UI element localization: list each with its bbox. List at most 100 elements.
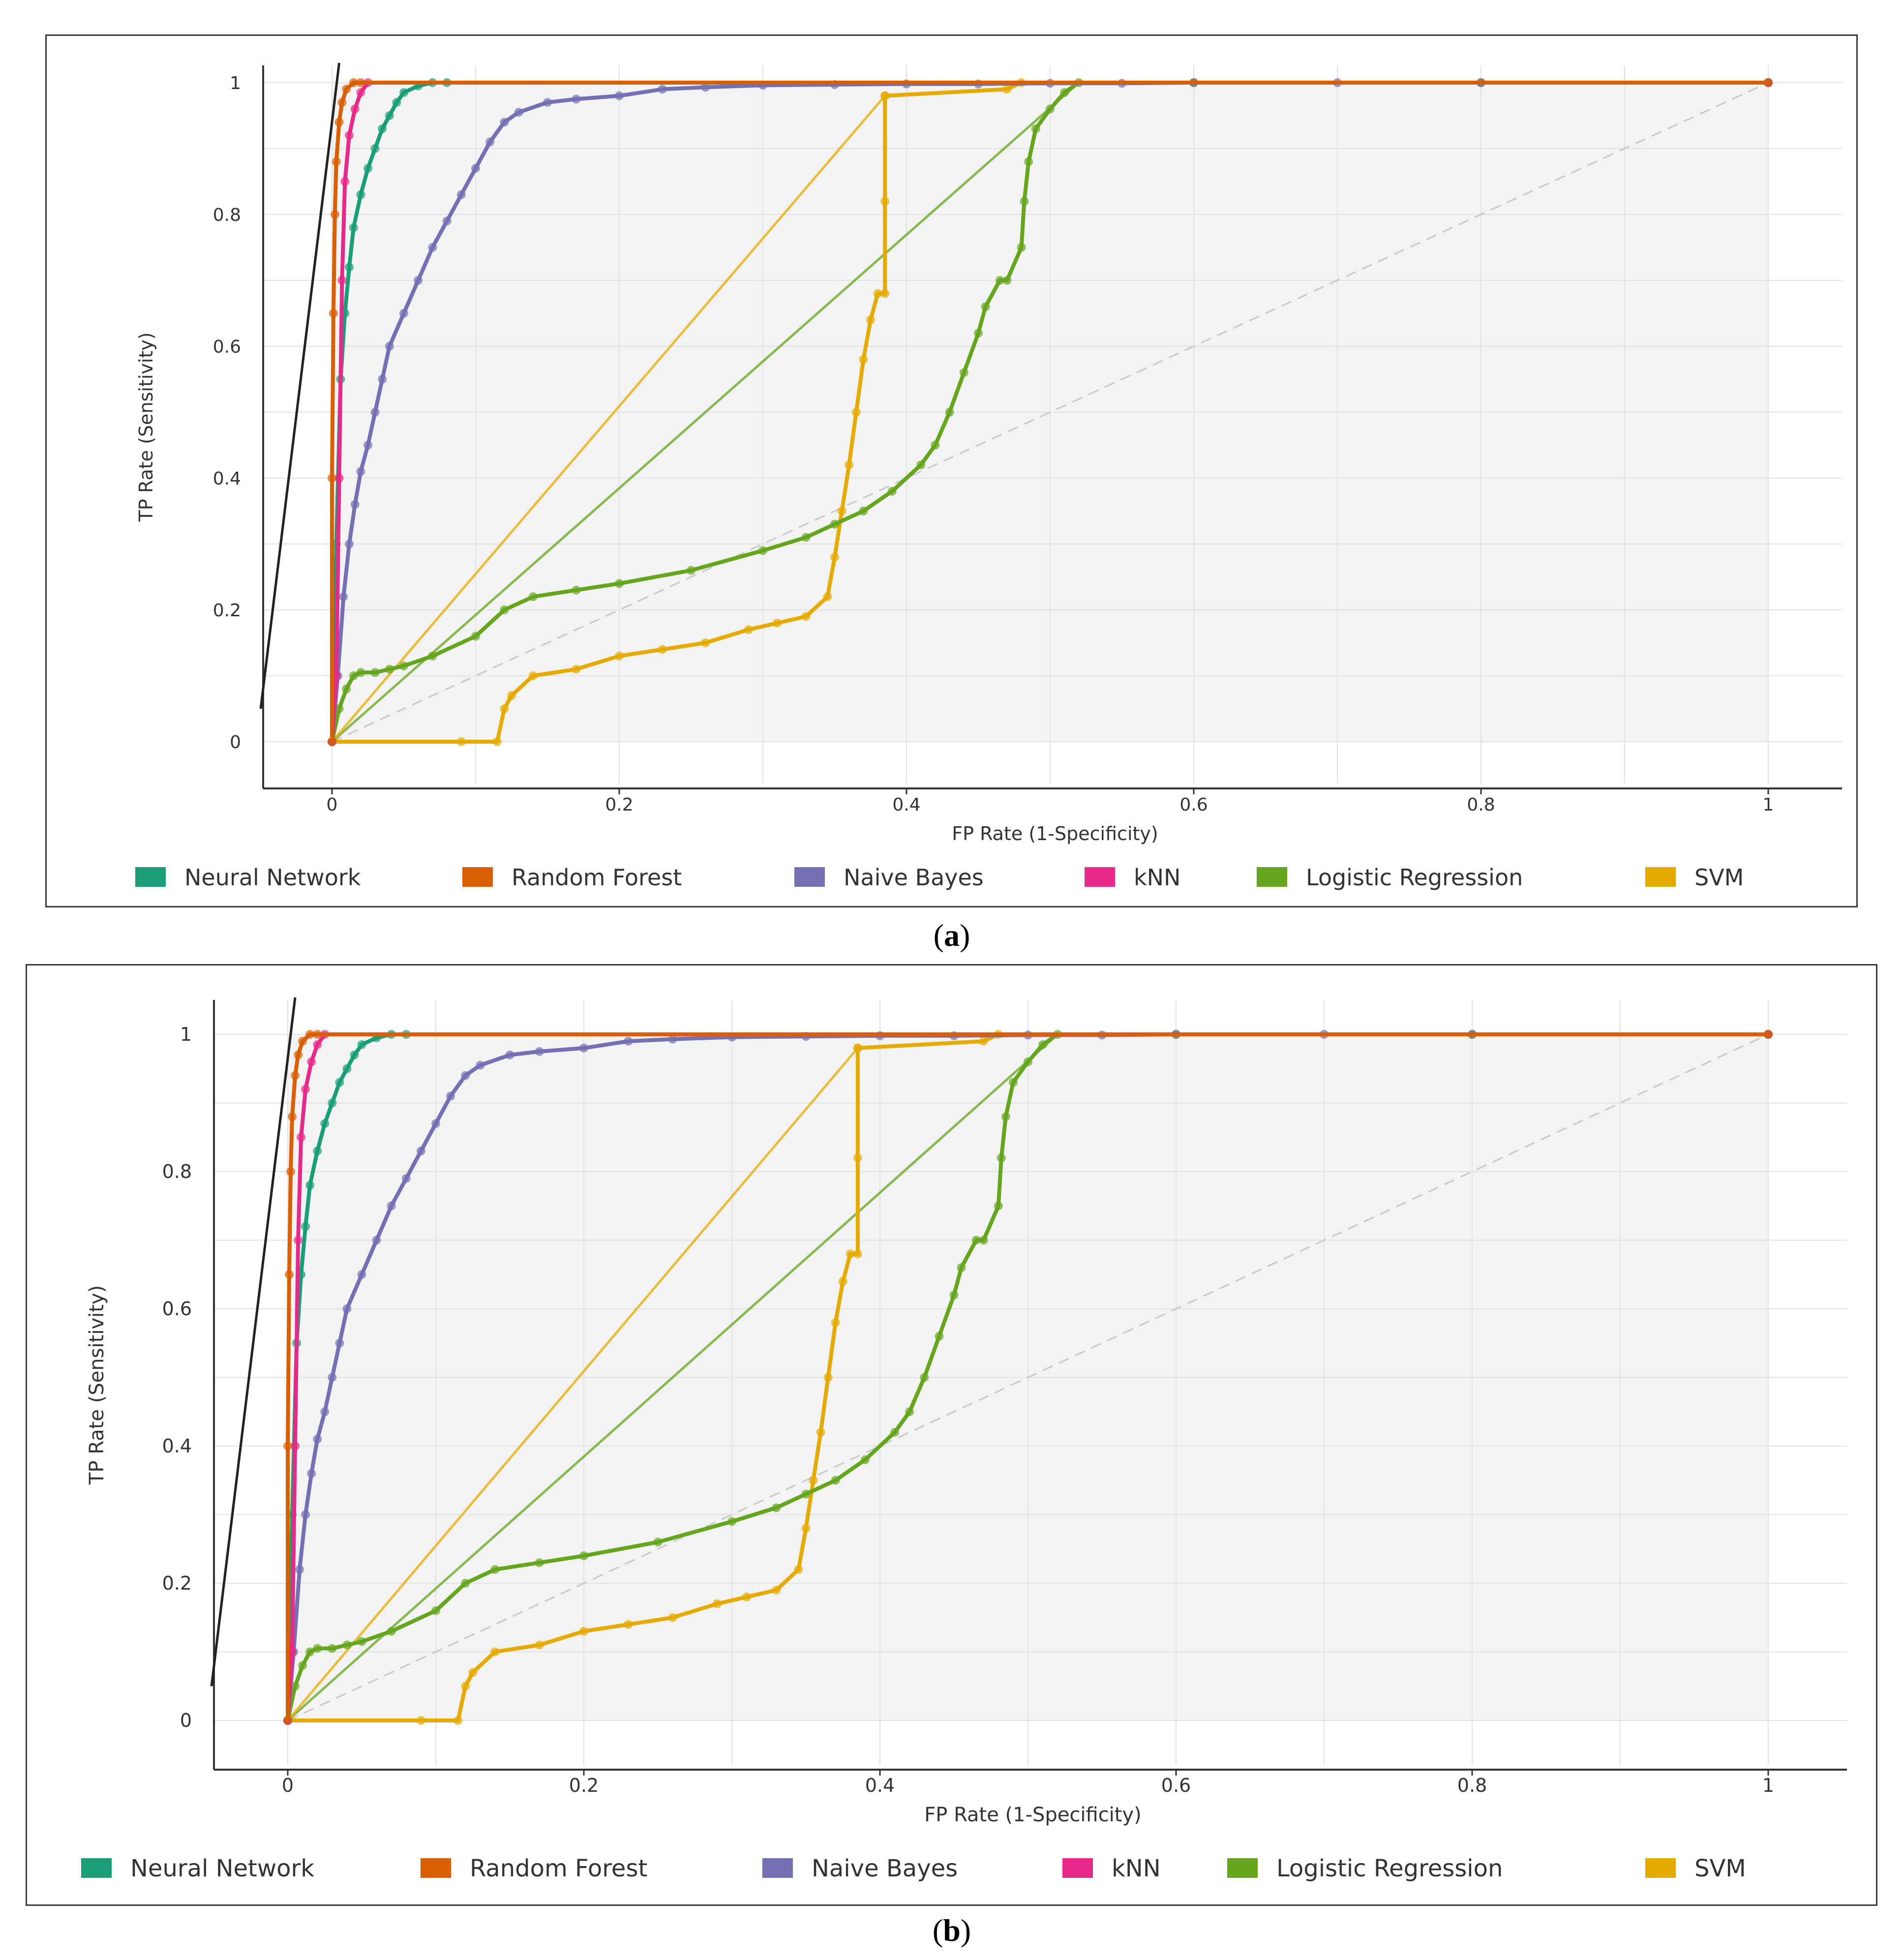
y-tick-label: 0.6: [162, 1298, 192, 1320]
series-knn: [286, 1032, 1768, 1721]
point-neural-network: [313, 1146, 322, 1156]
x-tick-label: 0.6: [1161, 1775, 1191, 1796]
point-random-forest: [329, 309, 338, 318]
point-naive-bayes: [446, 1091, 455, 1101]
point-logistic-regression: [328, 1644, 337, 1653]
point-naive-bayes: [295, 1565, 304, 1574]
point-svm: [880, 289, 890, 298]
point-svm: [772, 1585, 781, 1595]
point-knn: [337, 276, 347, 285]
point-svm: [668, 1613, 677, 1622]
legend-swatch-logistic-regression: [1257, 867, 1287, 887]
legend-label-random-forest: Random Forest: [470, 1855, 647, 1882]
y-tick-label: 0.8: [213, 205, 241, 225]
point-naive-bayes: [301, 1510, 310, 1519]
point-logistic-regression: [572, 585, 581, 595]
roc-chart-panel-a: 0 0.2 0.4 0.6 0.8 1 0 0.2 0.4 0.6 0.8 1 FP Rate (1-S…: [45, 34, 1858, 907]
x-tick-label: 0.6: [1179, 795, 1208, 815]
point-svm: [853, 1043, 862, 1053]
point-naive-bayes: [505, 1050, 514, 1059]
point-logistic-regression: [727, 1517, 736, 1526]
point-naive-bayes: [313, 1435, 322, 1444]
point-random-forest: [328, 474, 336, 482]
y-tick-label: 0.8: [162, 1161, 192, 1182]
point-neural-network: [328, 1098, 337, 1108]
x-tick-label: 0.4: [892, 795, 920, 815]
point-logistic-regression: [579, 1551, 588, 1561]
roc-chart-panel-b: 0 0.2 0.4 0.6 0.8 1 0 0.2 0.4 0.6 0.8 1 FP Rate (1-S…: [26, 964, 1877, 1906]
point-naive-bayes: [378, 375, 387, 384]
point-random-forest: [342, 85, 351, 94]
point-knn: [307, 1057, 316, 1066]
point-neural-network: [392, 98, 401, 107]
series-logistic-regression-diagonal: [287, 1033, 1058, 1721]
point-neural-network: [335, 1078, 344, 1087]
point-logistic-regression: [490, 1565, 500, 1574]
point-svm: [845, 460, 854, 470]
legend-label-knn: kNN: [1112, 1855, 1161, 1882]
point-logistic-regression: [461, 1579, 470, 1588]
point-naive-bayes: [624, 1036, 633, 1046]
point-naive-bayes: [339, 592, 348, 602]
point-logistic-regression: [949, 1291, 959, 1300]
x-tick-label: 0.8: [1457, 1775, 1487, 1796]
point-random-forest: [294, 1050, 303, 1059]
threshold-line: [210, 997, 297, 1687]
point-knn: [340, 177, 350, 186]
point-logistic-regression: [528, 592, 538, 602]
point-naive-bayes: [372, 1236, 381, 1245]
point-naive-bayes: [456, 190, 466, 199]
point-random-forest: [305, 1030, 315, 1039]
point-neural-network: [320, 1119, 330, 1128]
point-svm: [461, 1682, 470, 1691]
point-naive-bayes: [370, 408, 380, 417]
point-naive-bayes: [514, 108, 523, 117]
point-logistic-regression: [653, 1538, 663, 1547]
legend-label-logistic-regression: Logistic Regression: [1306, 864, 1523, 891]
legend-label-neural-network: Neural Network: [130, 1855, 314, 1882]
y-tick-label: 1: [230, 73, 241, 93]
point-random-forest: [334, 118, 344, 127]
series-knn: [330, 81, 1768, 742]
point-logistic-regression: [772, 1503, 781, 1512]
x-axis-label: FP Rate (1-Specificity): [924, 1804, 1142, 1826]
point-knn: [313, 1040, 322, 1049]
legend-label-svm: SVM: [1694, 1855, 1746, 1882]
point-logistic-regression: [349, 671, 358, 680]
point-svm: [873, 289, 882, 298]
point-svm: [456, 737, 466, 746]
legend-label-naive-bayes: Naive Bayes: [844, 864, 984, 891]
point-neural-network: [378, 124, 387, 133]
point-naive-bayes: [471, 164, 480, 173]
point-logistic-regression: [370, 668, 380, 677]
point-logistic-regression: [305, 1647, 315, 1657]
point-knn: [332, 671, 341, 680]
point-logistic-regression: [959, 368, 968, 377]
x-tick-label: 0: [282, 1775, 294, 1796]
point-logistic-regression: [830, 519, 839, 529]
point-random-forest: [291, 1071, 300, 1080]
point-svm: [830, 552, 839, 562]
point-random-forest: [283, 1716, 292, 1725]
point-logistic-regression: [313, 1644, 322, 1653]
point-random-forest: [349, 78, 358, 87]
point-neural-network: [385, 111, 394, 120]
point-neural-network: [305, 1180, 315, 1190]
point-logistic-regression: [935, 1331, 944, 1341]
point-naive-bayes: [461, 1071, 470, 1080]
point-logistic-regression: [342, 1640, 352, 1650]
point-svm: [880, 197, 890, 206]
legend-swatch-naive-bayes: [762, 1858, 793, 1878]
point-naive-bayes: [476, 1060, 485, 1070]
x-tick-label: 0.2: [605, 795, 633, 815]
y-tick-label: 0.6: [213, 337, 241, 357]
point-naive-bayes: [428, 243, 437, 252]
point-svm: [492, 737, 502, 746]
point-logistic-regression: [615, 579, 624, 588]
point-logistic-regression: [971, 1236, 981, 1245]
point-naive-bayes: [579, 1043, 588, 1053]
point-naive-bayes: [543, 98, 552, 107]
point-logistic-regression: [1001, 1112, 1010, 1121]
point-svm: [468, 1668, 478, 1677]
point-naive-bayes: [320, 1407, 330, 1417]
